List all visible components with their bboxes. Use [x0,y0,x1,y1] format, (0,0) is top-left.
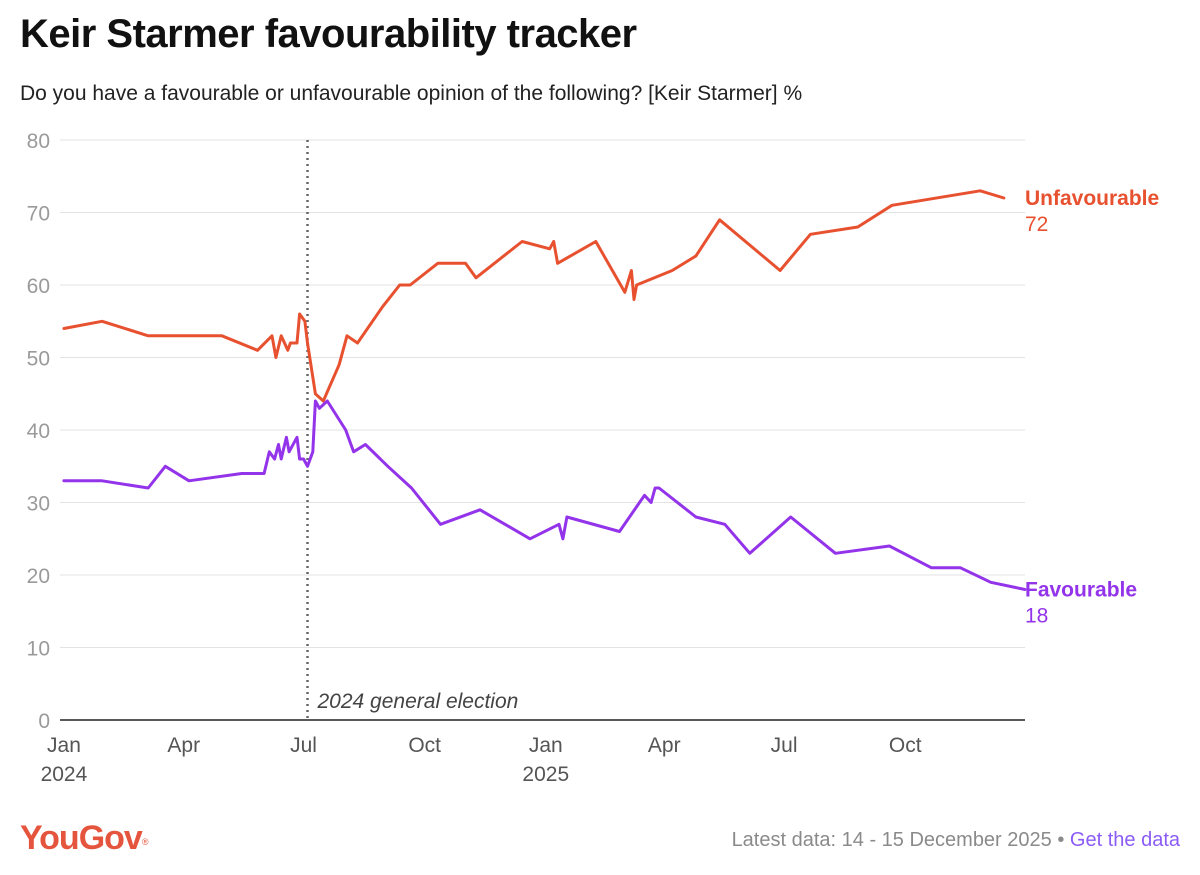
footer-meta: Latest data: 14 - 15 December 2025 • Get… [732,826,1180,854]
y-axis-ticks: 0 10 20 30 40 50 60 70 80 [27,130,50,733]
y-tick-label-50: 50 [27,348,50,371]
y-tick-label-80: 80 [27,130,50,153]
y-tick-label-70: 70 [27,203,50,226]
y-tick-label-60: 60 [27,275,50,298]
unfavourable-series-name: Unfavourable [1025,187,1159,210]
y-tick-label-30: 30 [27,493,50,516]
y-tick-label-10: 10 [27,638,50,661]
x-tick-year-0: 2024 [41,763,88,786]
series-lines [62,189,1027,591]
y-tick-label-0: 0 [38,710,50,733]
annotations: 2024 general election [306,140,519,720]
latest-data-label: Latest data: 14 - 15 December 2025 [731,829,1052,851]
x-tick-label-4: Jan [529,734,563,757]
favourable-series-name: Favourable [1025,579,1137,602]
logo-text: YouGov [20,819,143,857]
x-tick-label-0: Jan [47,734,81,757]
y-tick-label-20: 20 [27,565,50,588]
x-axis-ticks: Jan 2024 Apr Jul Oct Jan 2025 Apr Jul Oct [41,734,922,786]
x-tick-label-5: Apr [648,734,681,757]
y-tick-label-40: 40 [27,420,50,443]
unfavourable-latest-value: 72 [1025,213,1048,236]
x-tick-label-3: Oct [408,734,441,757]
get-the-data-link[interactable]: Get the data [1069,829,1180,851]
x-tick-label-2: Jul [290,734,317,757]
footer-separator: • [1057,829,1065,851]
yougov-logo: YouGov® [20,818,149,858]
x-tick-label-1: Apr [167,734,200,757]
unfavourable-line [62,189,1006,403]
trademark-mark: ® [141,837,149,847]
chart-subtitle: Do you have a favourable or unfavourable… [20,82,803,105]
x-tick-label-6: Jul [771,734,798,757]
grid-lines [60,139,1025,648]
favourable-line [62,399,1027,591]
series-end-labels: Unfavourable 72 Favourable 18 [1025,187,1159,628]
election-annotation-label: 2024 general election [317,690,519,713]
favourable-latest-value: 18 [1025,605,1048,628]
x-tick-label-7: Oct [889,734,922,757]
page-title: Keir Starmer favourability tracker [20,12,637,56]
x-tick-year-4: 2025 [522,763,569,786]
